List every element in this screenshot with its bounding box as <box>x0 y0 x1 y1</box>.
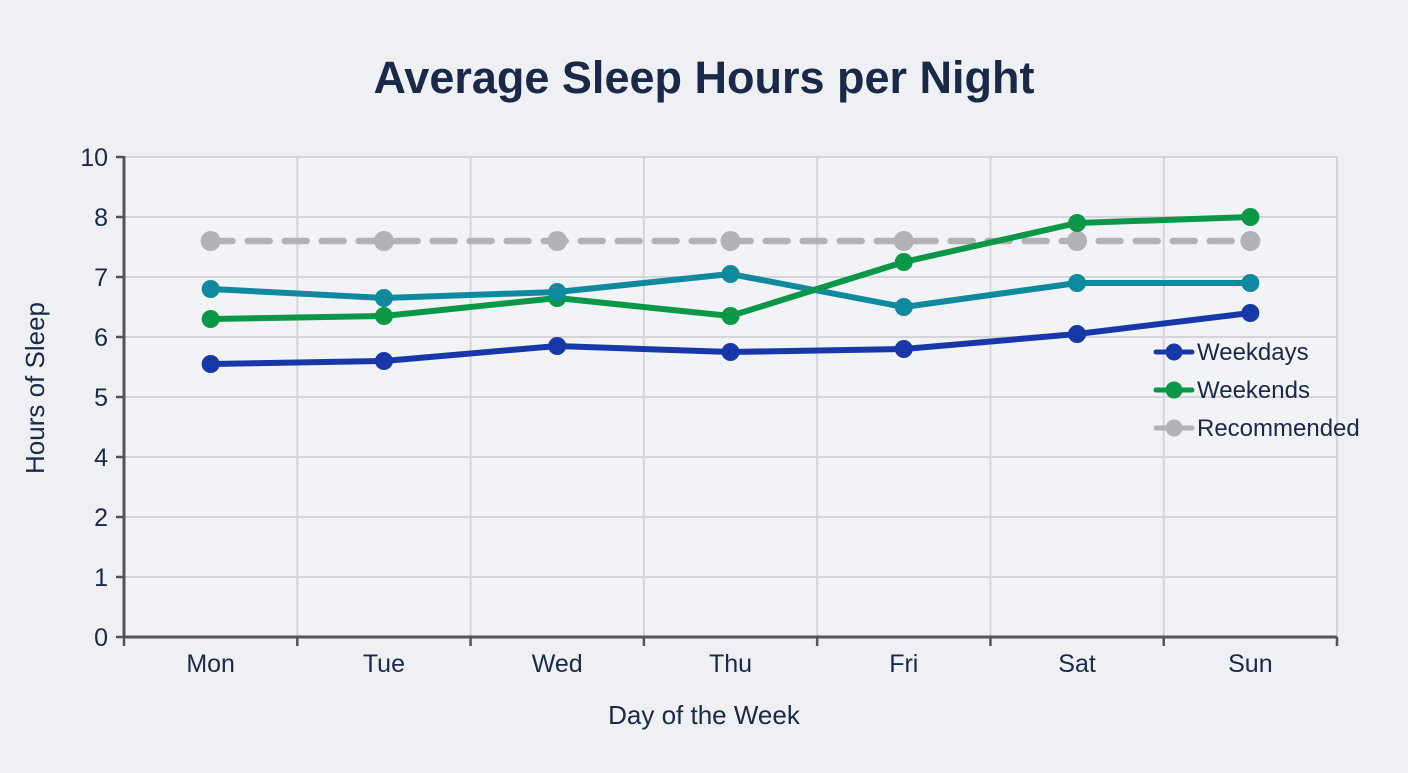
data-point-weekdays <box>548 337 567 355</box>
x-tick-label: Wed <box>532 650 583 678</box>
gridlines <box>124 156 1338 637</box>
y-tick-label: 7 <box>94 264 108 292</box>
data-point-unlabeled <box>1241 274 1260 292</box>
data-point-unlabeled <box>894 298 913 316</box>
y-tick-label: 8 <box>94 204 108 232</box>
axis-ticks <box>116 155 1339 646</box>
data-point-weekdays <box>374 352 393 370</box>
x-tick-labels: Mon Tue Wed Thu Fri Sat Sun <box>186 650 1272 678</box>
data-point-weekends <box>201 310 220 328</box>
data-point-weekends <box>374 307 393 325</box>
data-point-unlabeled <box>1068 274 1087 292</box>
x-tick-label: Fri <box>889 650 918 678</box>
data-point-weekends <box>894 253 913 271</box>
data-point-recommended <box>1067 231 1088 251</box>
y-tick-label: 2 <box>94 504 108 532</box>
y-axis-title: Hours of Sleep <box>20 302 50 474</box>
legend: Weekdays Weekends Recommended <box>1153 339 1360 442</box>
data-point-recommended <box>373 231 394 251</box>
x-tick-label: Sun <box>1228 650 1272 678</box>
y-tick-label: 5 <box>94 384 108 412</box>
data-point-recommended <box>893 231 914 251</box>
x-tick-label: Mon <box>186 650 235 678</box>
legend-item-weekdays: Weekdays <box>1153 339 1309 366</box>
data-point-weekdays <box>1241 304 1260 322</box>
y-tick-label: 1 <box>94 564 108 592</box>
x-axis-title: Day of the Week <box>608 700 801 730</box>
legend-label: Recommended <box>1197 415 1360 442</box>
legend-marker-dot <box>1165 343 1183 361</box>
data-point-weekends <box>721 307 740 325</box>
y-tick-label: 4 <box>94 444 108 472</box>
legend-label: Weekends <box>1197 377 1310 404</box>
data-point-unlabeled <box>721 265 740 283</box>
data-point-weekdays <box>1068 325 1087 343</box>
y-tick-label: 10 <box>80 144 108 172</box>
legend-label: Weekdays <box>1197 339 1309 366</box>
legend-marker-dot <box>1165 419 1183 437</box>
legend-item-weekends: Weekends <box>1153 377 1310 404</box>
legend-marker-dot <box>1165 381 1183 399</box>
data-point-recommended <box>720 231 741 251</box>
data-point-weekdays <box>721 343 740 361</box>
x-tick-label: Thu <box>709 650 752 678</box>
data-point-recommended <box>200 231 221 251</box>
chart-title: Average Sleep Hours per Night <box>373 52 1034 103</box>
data-point-recommended <box>547 231 568 251</box>
legend-item-recommended: Recommended <box>1153 415 1360 442</box>
y-tick-label: 6 <box>94 324 108 352</box>
data-point-weekdays <box>894 340 913 358</box>
data-point-weekends <box>1241 208 1260 226</box>
data-point-weekdays <box>201 355 220 373</box>
data-point-unlabeled <box>374 289 393 307</box>
data-point-recommended <box>1240 231 1261 251</box>
y-tick-label: 0 <box>94 624 108 652</box>
data-point-weekends <box>1068 214 1087 232</box>
x-tick-label: Tue <box>363 650 405 678</box>
data-point-unlabeled <box>548 283 567 301</box>
data-point-unlabeled <box>201 280 220 298</box>
x-tick-label: Sat <box>1058 650 1096 678</box>
y-tick-labels: 0 1 2 4 5 6 7 8 10 <box>80 144 108 652</box>
series-markers <box>200 208 1261 373</box>
